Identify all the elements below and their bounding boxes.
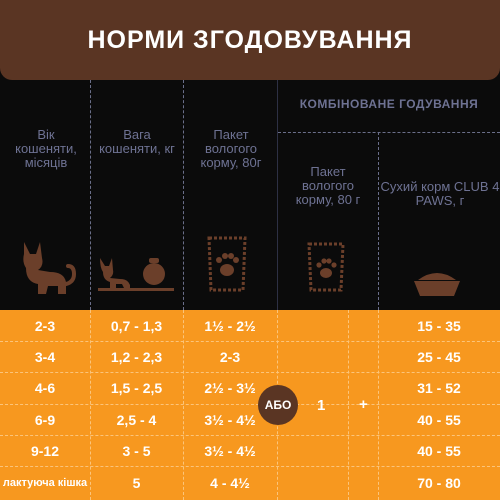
column-divider bbox=[277, 80, 278, 310]
table-row: 2-3 0,7 - 1,3 1½ - 2½ 15 - 35 bbox=[0, 310, 500, 341]
age-cell: 9-12 bbox=[30, 442, 60, 459]
dry-food-cell: 31 - 52 bbox=[417, 380, 461, 396]
or-badge: АБО bbox=[258, 385, 298, 425]
kitten-with-weight-icon bbox=[98, 258, 174, 291]
column-divider bbox=[378, 132, 379, 310]
row-divider bbox=[0, 372, 500, 373]
combo-wet-value: 1 bbox=[317, 397, 326, 414]
column-divider bbox=[348, 310, 349, 500]
page-title: НОРМИ ЗГОДОВУВАННЯ bbox=[87, 25, 413, 54]
wet-food-cell: 1½ - 2½ bbox=[204, 317, 256, 334]
age-cell: лактуюча кішка bbox=[2, 477, 88, 489]
wet-food-pouch-icon bbox=[307, 242, 345, 292]
col-wet-header: Пакет вологого корму, 80г bbox=[200, 127, 262, 170]
food-bowl-icon bbox=[414, 273, 460, 296]
weight-cell: 2,5 - 4 bbox=[116, 411, 157, 428]
wet-food-cell: 2-3 bbox=[219, 348, 241, 365]
column-divider bbox=[183, 310, 184, 500]
table-row: лактуюча кішка 5 4 - 4½ 70 - 80 bbox=[0, 466, 500, 500]
weight-cell: 0,7 - 1,3 bbox=[110, 317, 163, 334]
wet-food-cell: 2½ - 3½ bbox=[204, 380, 256, 396]
combined-feeding-header: КОМБІНОВАНЕ ГОДУВАННЯ bbox=[299, 97, 479, 111]
weight-cell: 3 - 5 bbox=[122, 442, 151, 459]
col-weight-header: Вага кошеняти, кг bbox=[99, 127, 175, 156]
age-cell: 6-9 bbox=[34, 411, 56, 428]
weight-cell: 1,2 - 2,3 bbox=[110, 348, 163, 365]
dry-food-cell: 40 - 55 bbox=[417, 442, 461, 459]
col-combo-dry-header: Сухий корм CLUB 4 PAWS, г bbox=[380, 179, 500, 208]
dry-food-cell: 40 - 55 bbox=[417, 411, 461, 428]
col-age-header: Вік кошеняти, місяців bbox=[15, 127, 77, 170]
table-row: 3-4 1,2 - 2,3 2-3 25 - 45 bbox=[0, 341, 500, 372]
age-cell: 3-4 bbox=[34, 348, 56, 365]
dry-food-cell: 25 - 45 bbox=[417, 348, 461, 365]
age-cell: 4-6 bbox=[34, 380, 56, 396]
row-divider bbox=[0, 341, 500, 342]
column-divider bbox=[378, 310, 379, 500]
weight-cell: 1,5 - 2,5 bbox=[110, 380, 163, 396]
col-combo-wet-header: Пакет вологого корму, 80 г bbox=[295, 164, 361, 207]
dry-food-cell: 15 - 35 bbox=[417, 317, 461, 334]
row-divider bbox=[0, 435, 500, 436]
wet-food-cell: 3½ - 4½ bbox=[204, 442, 256, 459]
dry-food-cell: 70 - 80 bbox=[417, 475, 461, 491]
table-row: 9-12 3 - 5 3½ - 4½ 40 - 55 bbox=[0, 435, 500, 466]
row-divider bbox=[0, 466, 500, 467]
plus-sign: + bbox=[359, 396, 368, 413]
wet-food-pouch-icon bbox=[207, 236, 247, 292]
wet-food-cell: 3½ - 4½ bbox=[204, 411, 256, 428]
table-row: 6-9 2,5 - 4 3½ - 4½ 40 - 55 bbox=[0, 404, 500, 435]
age-cell: 2-3 bbox=[34, 317, 56, 334]
title-banner: НОРМИ ЗГОДОВУВАННЯ bbox=[0, 0, 500, 80]
weight-cell: 5 bbox=[132, 475, 141, 491]
row-divider bbox=[278, 132, 500, 133]
column-divider bbox=[90, 80, 91, 310]
kitten-icon bbox=[23, 242, 77, 294]
column-divider bbox=[90, 310, 91, 500]
row-divider bbox=[0, 404, 500, 405]
column-divider bbox=[183, 80, 184, 310]
wet-food-cell: 4 - 4½ bbox=[210, 475, 250, 491]
table-row: 4-6 1,5 - 2,5 2½ - 3½ 31 - 52 bbox=[0, 372, 500, 404]
